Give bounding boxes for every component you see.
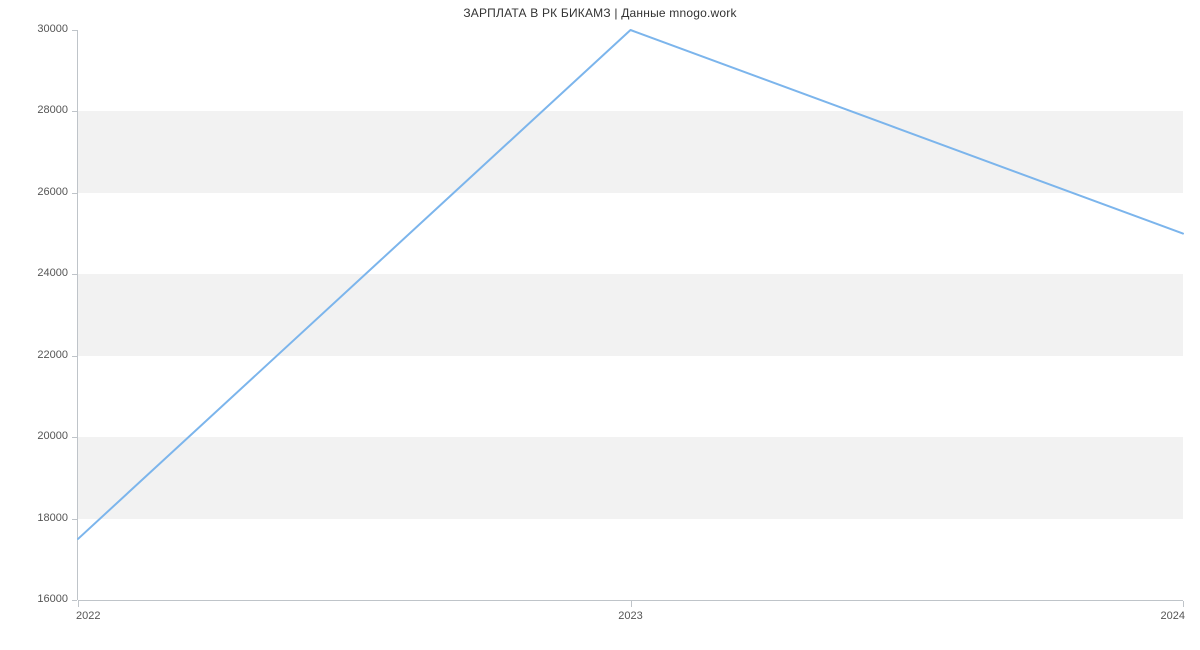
x-tick-label: 2024	[1125, 610, 1185, 622]
y-tick-label: 24000	[8, 267, 68, 279]
y-tick	[72, 356, 77, 357]
y-tick	[72, 274, 77, 275]
y-tick	[72, 193, 77, 194]
y-tick	[72, 437, 77, 438]
x-tick-label: 2023	[601, 610, 661, 622]
y-tick	[72, 30, 77, 31]
x-tick-label: 2022	[76, 610, 136, 622]
y-tick-label: 20000	[8, 430, 68, 442]
plot-area: 1600018000200002200024000260002800030000…	[78, 30, 1183, 600]
y-tick-label: 16000	[8, 593, 68, 605]
series-layer	[78, 30, 1183, 600]
x-tick	[78, 601, 79, 607]
x-tick	[1183, 601, 1184, 607]
y-tick-label: 28000	[8, 104, 68, 116]
series-line-salary	[78, 30, 1183, 539]
y-tick-label: 22000	[8, 349, 68, 361]
y-tick-label: 30000	[8, 23, 68, 35]
y-tick-label: 26000	[8, 186, 68, 198]
y-tick	[72, 519, 77, 520]
salary-line-chart: ЗАРПЛАТА В РК БИКАМЗ | Данные mnogo.work…	[0, 0, 1200, 650]
x-tick	[631, 601, 632, 607]
y-tick	[72, 111, 77, 112]
y-tick	[72, 600, 77, 601]
chart-title: ЗАРПЛАТА В РК БИКАМЗ | Данные mnogo.work	[0, 6, 1200, 20]
y-tick-label: 18000	[8, 512, 68, 524]
